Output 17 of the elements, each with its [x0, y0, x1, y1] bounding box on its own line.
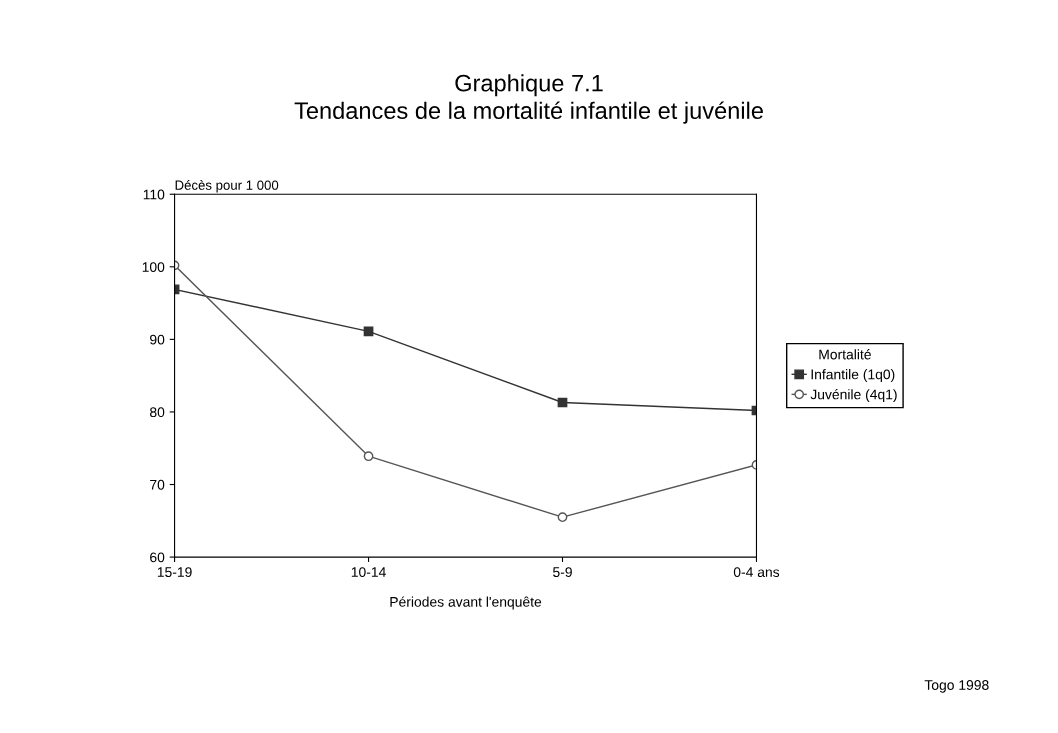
- legend-title: Mortalité: [819, 349, 871, 360]
- legend-label: Infantile (1q0): [811, 369, 895, 383]
- chart-title: Graphique 7.1 Tendances de la mortalité infantile et juvénile: [294, 74, 763, 124]
- x-tick-label: 0-4 ans: [733, 567, 780, 577]
- y-axis-title: Décès pour 1 000: [175, 179, 279, 193]
- y-tick-label: 60: [150, 552, 165, 563]
- x-tick-label: 5-9: [553, 567, 572, 577]
- x-tick-label: 15-19: [157, 567, 192, 577]
- text: Togo 1998: [924, 680, 989, 693]
- y-tick-label: 100: [142, 262, 165, 272]
- y-tick-label: 110: [143, 189, 165, 200]
- x-axis-title: Périodes avant l'enquête: [390, 596, 542, 610]
- y-tick-label: 80: [150, 407, 165, 418]
- x-tick-label: 10-14: [351, 567, 386, 577]
- y-tick-label: 90: [150, 334, 165, 345]
- y-tick-label: 70: [150, 479, 165, 490]
- legend-label: Juvénile (4q1): [810, 389, 897, 403]
